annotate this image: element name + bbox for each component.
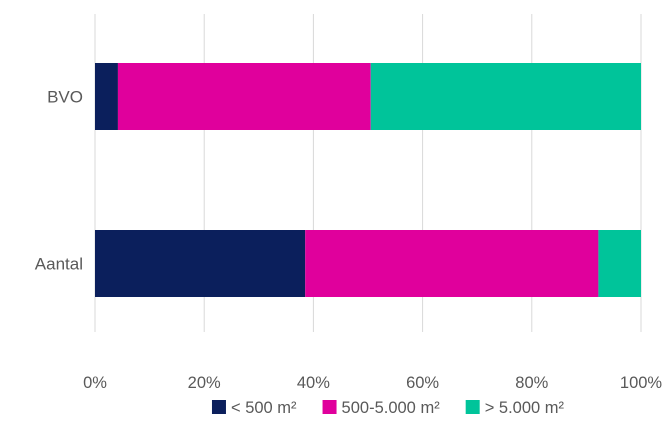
legend-swatch-1 <box>322 400 337 414</box>
category-labels: BVO Aantal <box>35 88 83 274</box>
bar-bvo-series-0 <box>95 63 118 130</box>
legend-item-1: 500-5.000 m² <box>322 399 441 417</box>
legend-label-2: > 5.000 m² <box>485 399 565 417</box>
x-tick-label-0: 0% <box>83 374 107 392</box>
x-tick-label-40: 40% <box>297 374 330 392</box>
bar-bvo-series-2 <box>370 63 641 130</box>
x-tick-label-100: 100% <box>620 374 663 392</box>
legend-item-0: < 500 m² <box>211 399 297 417</box>
bar-aantal-series-0 <box>95 230 306 297</box>
x-tick-label-60: 60% <box>406 374 439 392</box>
legend-label-1: 500-5.000 m² <box>342 399 441 417</box>
bars <box>95 63 641 297</box>
legend: < 500 m² 500-5.000 m² > 5.000 m² <box>211 399 565 417</box>
bar-aantal-series-2 <box>598 230 641 297</box>
bar-aantal-series-1 <box>305 230 599 297</box>
legend-item-2: > 5.000 m² <box>465 399 565 417</box>
category-label-aantal: Aantal <box>35 255 83 274</box>
category-label-bvo: BVO <box>47 88 83 107</box>
x-tick-label-20: 20% <box>188 374 221 392</box>
bar-bvo-series-1 <box>117 63 371 130</box>
legend-swatch-0 <box>211 400 226 414</box>
legend-swatch-2 <box>465 400 480 414</box>
legend-label-0: < 500 m² <box>231 399 297 417</box>
x-tick-labels: 0% 20% 40% 60% 80% 100% <box>83 374 662 392</box>
x-tick-label-80: 80% <box>515 374 548 392</box>
